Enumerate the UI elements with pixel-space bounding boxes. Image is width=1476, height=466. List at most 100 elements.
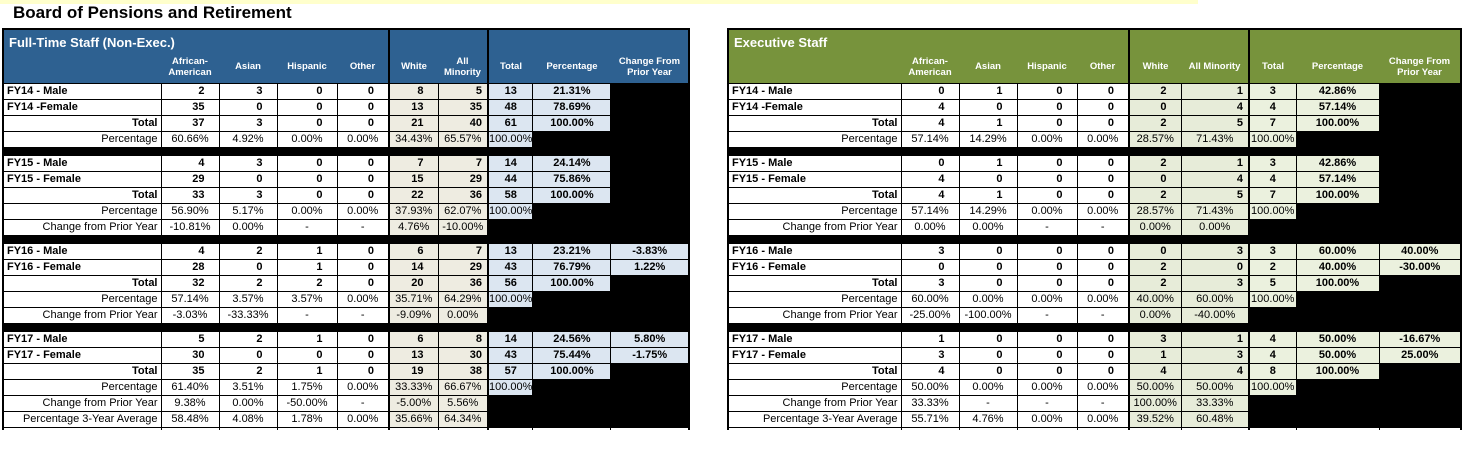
cell: -50.00% [276,394,338,412]
sliver-cell [388,426,439,430]
cell [610,362,690,380]
row-label-header [728,53,901,83]
cell: -3.03% [160,306,220,324]
cell: 60.00% [900,290,960,308]
cell: 0 [1076,242,1130,260]
cell: 35 [160,362,220,380]
cell: 0 [336,186,390,204]
cell [1295,290,1380,308]
table-row: Percentage 3-Year Average 55.71% 4.76% 0.00… [728,410,1462,428]
cell: 7 [1248,186,1297,204]
row-label: Percentage [728,130,902,148]
row-label: Percentage [728,290,902,308]
cell [1295,218,1380,236]
cell: 14 [388,258,439,276]
cell [487,410,534,428]
row-label: Change from Prior Year [728,394,902,412]
cell [610,306,690,324]
cell: 0 [1076,154,1130,172]
table-row: Total 32 2 2 0 20 36 56 100.00% [3,274,690,292]
cell: 0 [276,186,338,204]
cell: 1 [276,242,338,260]
sliver-cell [160,426,220,430]
table-row: Total 33 3 0 0 22 36 58 100.00% [3,186,690,204]
executive-staff-table: Executive Staff African-American Asian Hisp… [727,28,1462,430]
column-header: All Minority [438,53,488,83]
cell: 0.00% [1076,378,1130,396]
cell: 0.00% [336,130,390,148]
cell: 7 [437,242,489,260]
sliver-cell [1076,426,1130,430]
cell: 15 [388,170,439,188]
column-header: Other [1077,53,1129,83]
sliver-cell [532,426,612,430]
cell [1378,394,1462,412]
table-row: FY14 -Female 35 0 0 0 13 35 48 78.69% [3,98,690,116]
cell: 0 [218,170,278,188]
cell: 13 [388,98,439,116]
cell: 4 [900,114,960,132]
column-header: All Minority [1181,53,1249,83]
table-row: Change from Prior Year -3.03% -33.33% - - -9.… [3,306,690,324]
bottom-sliver-row [728,426,1462,430]
table-title: Executive Staff [728,29,1129,53]
cell: 2 [276,274,338,292]
cell: 0 [1076,346,1130,364]
sliver-cell [276,426,338,430]
sliver-cell [728,426,901,430]
cell: 0 [958,170,1018,188]
cell: 78.69% [532,98,612,116]
cell: 2 [218,330,278,348]
cell: 1 [900,330,960,348]
table-row: FY14 - Male 0 1 0 0 2 1 3 42.86% [728,82,1462,100]
table-row: Change from Prior Year -25.00% -100.00% - -0… [728,306,1462,324]
cell: 30 [160,346,220,364]
cell: 48 [487,98,534,116]
cell [532,306,612,324]
cell: 8 [1248,362,1297,380]
cell: 3 [218,82,278,100]
table-row: Percentage 50.00% 0.00% 0.00% 0.00% 50.00% 50.… [728,378,1462,396]
row-label: FY17 - Female [728,346,902,364]
cell: 57.14% [1295,98,1380,116]
cell [610,394,690,412]
table-header-title-row: Full-Time Staff (Non-Exec.) [3,29,689,53]
cell: 0.00% [1076,202,1130,220]
row-label: Change from Prior Year [3,394,162,412]
cell: -10.00% [437,218,489,236]
cell: 0 [1016,82,1078,100]
cell: 4 [1248,330,1297,348]
header-spacer [487,29,689,53]
cell: -33.33% [218,306,278,324]
page-title: Board of Pensions and Retirement [13,3,292,22]
cell: 0 [958,346,1018,364]
cell: 0 [218,258,278,276]
cell: 76.79% [532,258,612,276]
cell: 30 [437,346,489,364]
separator-cell [3,323,689,331]
cell: 0 [1076,362,1130,380]
cell: 4 [1180,170,1250,188]
cell: 56 [487,274,534,292]
cell: 4 [1248,170,1297,188]
column-header: Total [1248,53,1296,83]
cell [1248,410,1297,428]
cell: 0 [1016,258,1078,276]
top-highlight-strip [0,0,1198,4]
cell: 4 [900,186,960,204]
cell: 4.76% [388,218,439,236]
table-row: FY16 - Male 3 0 0 0 0 3 3 60.00% 40.00% [728,242,1462,260]
cell: 4 [900,170,960,188]
cell [610,290,690,308]
cell: 0.00% [1076,290,1130,308]
cell: 0 [900,154,960,172]
header-spacer [1248,29,1461,53]
cell: 57 [487,362,534,380]
cell: -3.83% [610,242,690,260]
cell: 4 [900,98,960,116]
cell: 100.00% [1248,130,1297,148]
cell: 0.00% [1076,130,1130,148]
block-separator [3,147,689,155]
table-row: FY16 - Male 4 2 1 0 6 7 13 23.21% -3.83% [3,242,690,260]
cell: 100.00% [1295,186,1380,204]
